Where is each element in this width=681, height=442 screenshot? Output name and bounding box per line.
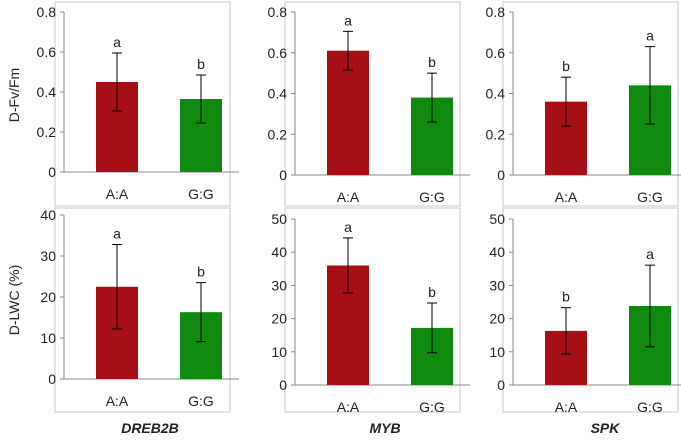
significance-letter: b (562, 58, 570, 74)
y-tick-label: 0.2 (486, 126, 506, 142)
y-tick-label: 20 (40, 289, 56, 305)
chart-panel-4: 0 10 20 30 40 a A:A b G:G (40, 207, 239, 413)
y-tick-label: 0.6 (268, 45, 288, 61)
y-tick-label: 30 (489, 277, 505, 293)
significance-letter: a (344, 12, 352, 28)
significance-letter: a (646, 28, 654, 44)
significance-letter: b (197, 56, 205, 72)
gene-label-myb: MYB (369, 420, 400, 436)
category-label: A:A (106, 186, 129, 202)
category-label: G:G (419, 189, 445, 205)
chart-panel-5: 0 10 20 30 40 50 a A:A b G:G (271, 207, 470, 415)
category-label: A:A (337, 399, 360, 415)
y-tick-label: 40 (489, 244, 505, 260)
significance-letter: b (562, 289, 570, 305)
panel-frame (502, 1, 679, 207)
significance-letter: a (646, 246, 654, 262)
panel-frame (54, 1, 231, 207)
bar-aa (327, 50, 369, 175)
y-tick-label: 0.8 (37, 4, 57, 20)
chart-panel-6: 0 10 20 30 40 50 b A:A a G:G (489, 207, 681, 415)
y-tick-label: 0.2 (268, 126, 288, 142)
y-tick-label: 0 (48, 371, 56, 387)
y-tick-label: 10 (489, 344, 505, 360)
significance-letter: a (344, 219, 352, 235)
panel-frame (54, 207, 231, 413)
y-tick-label: 0 (279, 377, 287, 393)
row-label-lwc: D-LWC (%) (6, 265, 22, 336)
chart-panel-3: 0 0.2 0.4 0.6 0.8 b A:A a G:G (486, 1, 681, 207)
panel-frame (502, 207, 679, 413)
y-tick-label: 0.6 (486, 45, 506, 61)
chart-panel-1: 0 0.2 0.4 0.6 0.8 a A:A b G:G (37, 1, 239, 207)
panel-frame (284, 1, 461, 207)
y-tick-label: 20 (271, 311, 287, 327)
category-label: A:A (337, 189, 360, 205)
y-tick-label: 0.8 (268, 4, 288, 20)
y-tick-label: 30 (40, 248, 56, 264)
panels: 0 0.2 0.4 0.6 0.8 a A:A b G:G 0 0.2 0.4 0.6 0.8 a A:A b G… (37, 1, 681, 415)
y-tick-label: 0.4 (486, 86, 506, 102)
significance-letter: b (428, 284, 436, 300)
category-label: G:G (188, 393, 214, 409)
gene-label-dreb2b: DREB2B (121, 420, 179, 436)
category-label: A:A (106, 393, 129, 409)
significance-letter: b (197, 264, 205, 280)
category-label: A:A (555, 189, 578, 205)
category-label: G:G (637, 399, 663, 415)
significance-letter: a (113, 226, 121, 242)
y-tick-label: 0.2 (37, 124, 57, 140)
significance-letter: b (428, 54, 436, 70)
y-tick-label: 0.6 (37, 44, 57, 60)
gene-label-spk: SPK (591, 420, 621, 436)
y-tick-label: 40 (40, 207, 56, 223)
panel-frame (284, 207, 461, 413)
y-tick-label: 50 (489, 211, 505, 227)
y-tick-label: 20 (489, 311, 505, 327)
chart-panel-2: 0 0.2 0.4 0.6 0.8 a A:A b G:G (268, 1, 470, 207)
y-tick-label: 0 (497, 377, 505, 393)
y-tick-label: 10 (40, 330, 56, 346)
y-tick-label: 50 (271, 211, 287, 227)
y-tick-label: 0.8 (486, 4, 506, 20)
category-label: A:A (555, 399, 578, 415)
significance-letter: a (113, 34, 121, 50)
y-tick-label: 0.4 (268, 86, 288, 102)
row-label-fvfm: D-Fv/Fm (6, 68, 22, 122)
y-tick-label: 0.4 (37, 84, 57, 100)
y-tick-label: 0 (279, 167, 287, 183)
category-label: G:G (637, 189, 663, 205)
y-tick-label: 40 (271, 244, 287, 260)
category-label: G:G (188, 186, 214, 202)
y-tick-label: 30 (271, 277, 287, 293)
y-tick-label: 10 (271, 344, 287, 360)
y-tick-label: 0 (497, 167, 505, 183)
category-label: G:G (419, 399, 445, 415)
y-tick-label: 0 (48, 164, 56, 180)
